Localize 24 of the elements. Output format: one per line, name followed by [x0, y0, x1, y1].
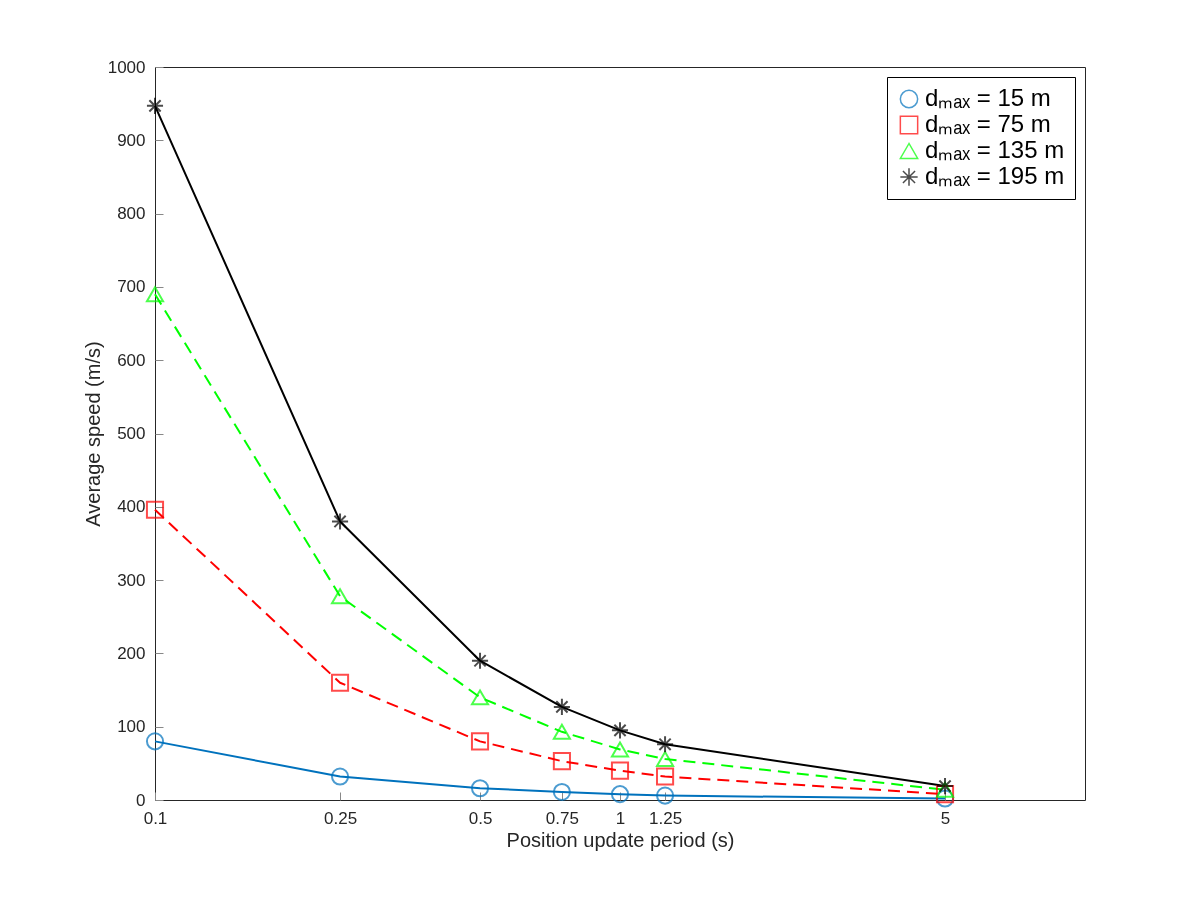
- legend-label: dₘₐₓ = 135 m: [925, 136, 1065, 163]
- x-tick-label: 1: [615, 808, 626, 828]
- legend-label: dₘₐₓ = 15 m: [925, 84, 1051, 111]
- x-tick-label: 0.75: [545, 808, 579, 828]
- y-tick-label: 900: [117, 130, 146, 150]
- x-tick-label: 5: [940, 808, 951, 828]
- y-tick-label: 100: [117, 717, 146, 737]
- y-tick-label: 600: [117, 350, 146, 370]
- y-tick-label: 200: [117, 643, 146, 663]
- y-tick-label: 0: [136, 790, 146, 810]
- x-axis-title: Position update period (s): [506, 828, 735, 851]
- y-tick-label: 700: [117, 277, 146, 297]
- legend-label: dₘₐₓ = 75 m: [925, 110, 1051, 137]
- y-axis-title: Average speed (m/s): [81, 341, 104, 527]
- x-tick-label: 0.1: [143, 808, 168, 828]
- x-tick-label: 1.25: [649, 808, 683, 828]
- y-tick-label: 400: [117, 497, 146, 517]
- legend-label: dₘₐₓ = 195 m: [925, 162, 1065, 189]
- y-tick-label: 500: [117, 424, 146, 443]
- y-tick-label: 1000: [107, 57, 146, 77]
- y-tick-label: 300: [117, 570, 146, 590]
- x-tick-label: 0.25: [324, 808, 358, 828]
- x-tick-label: 0.5: [468, 808, 493, 828]
- y-tick-label: 800: [117, 204, 146, 224]
